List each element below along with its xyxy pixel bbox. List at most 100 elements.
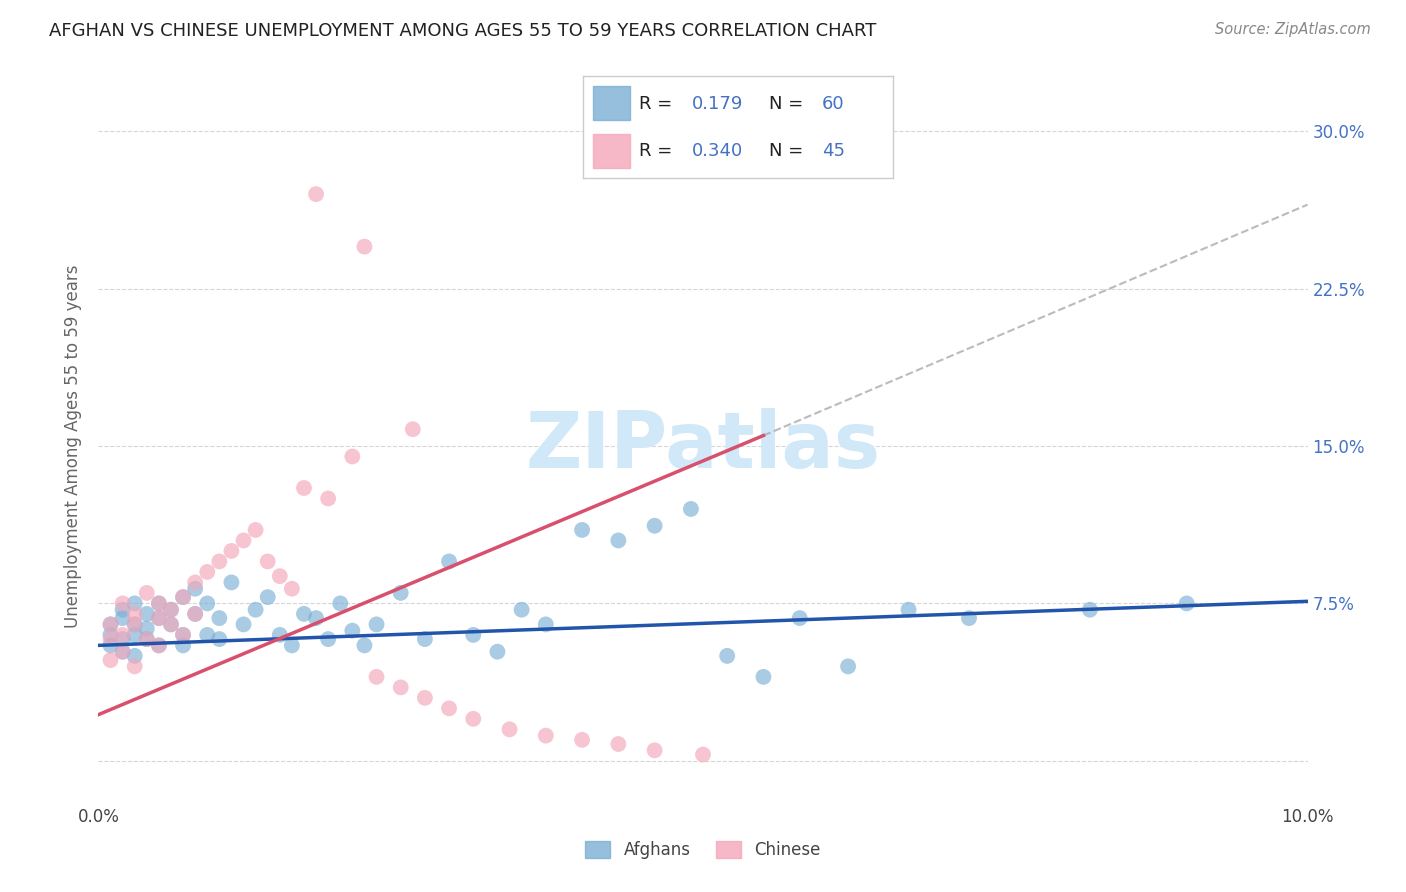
Point	[124, 617, 146, 632]
Point	[160, 603, 183, 617]
Point	[100, 653, 122, 667]
Point	[232, 533, 254, 548]
Y-axis label: Unemployment Among Ages 55 to 59 years: Unemployment Among Ages 55 to 59 years	[65, 264, 83, 628]
Point	[135, 632, 157, 646]
Point	[789, 611, 811, 625]
Point	[195, 565, 218, 579]
Legend: Afghans, Chinese: Afghans, Chinese	[579, 834, 827, 866]
Point	[124, 659, 146, 673]
Text: 0.340: 0.340	[692, 142, 742, 160]
Point	[292, 481, 315, 495]
Point	[437, 554, 460, 568]
Point	[245, 523, 267, 537]
Point	[752, 670, 775, 684]
Point	[342, 450, 364, 464]
Point	[124, 607, 146, 621]
Point	[389, 586, 412, 600]
Point	[413, 690, 436, 705]
Point	[281, 639, 304, 653]
Point	[111, 596, 134, 610]
Point	[111, 628, 134, 642]
Point	[100, 617, 122, 632]
Point	[413, 632, 436, 646]
FancyBboxPatch shape	[593, 135, 630, 168]
Point	[124, 617, 146, 632]
Point	[644, 518, 666, 533]
Point	[124, 648, 146, 663]
Point	[195, 596, 218, 610]
Point	[1078, 603, 1101, 617]
Point	[148, 611, 170, 625]
Point	[111, 645, 134, 659]
Point	[607, 737, 630, 751]
Point	[353, 639, 375, 653]
Point	[486, 645, 509, 659]
Point	[437, 701, 460, 715]
Text: N =: N =	[769, 95, 808, 112]
Point	[316, 491, 339, 506]
Point	[305, 611, 328, 625]
Point	[160, 617, 183, 632]
Point	[256, 554, 278, 568]
Text: 60: 60	[821, 95, 844, 112]
Point	[305, 187, 328, 202]
Point	[316, 632, 339, 646]
Point	[100, 628, 122, 642]
Point	[292, 607, 315, 621]
Point	[571, 732, 593, 747]
Point	[1175, 596, 1198, 610]
Point	[366, 670, 388, 684]
Point	[111, 645, 134, 659]
Point	[124, 628, 146, 642]
Point	[463, 712, 485, 726]
Point	[269, 628, 291, 642]
Point	[135, 607, 157, 621]
Point	[208, 554, 231, 568]
Point	[148, 639, 170, 653]
FancyBboxPatch shape	[593, 87, 630, 120]
Point	[897, 603, 920, 617]
Point	[679, 502, 702, 516]
Point	[111, 611, 134, 625]
Point	[256, 590, 278, 604]
Point	[366, 617, 388, 632]
Point	[389, 681, 412, 695]
Text: ZIPatlas: ZIPatlas	[526, 408, 880, 484]
Point	[245, 603, 267, 617]
Point	[172, 590, 194, 604]
Point	[148, 611, 170, 625]
Point	[172, 628, 194, 642]
Point	[111, 603, 134, 617]
Point	[184, 607, 207, 621]
Point	[172, 639, 194, 653]
Point	[172, 628, 194, 642]
Text: 0.179: 0.179	[692, 95, 744, 112]
Point	[135, 622, 157, 636]
Text: R =: R =	[640, 142, 678, 160]
Point	[402, 422, 425, 436]
Point	[135, 632, 157, 646]
Point	[498, 723, 520, 737]
Point	[208, 611, 231, 625]
Point	[160, 603, 183, 617]
Point	[124, 596, 146, 610]
Point	[100, 617, 122, 632]
Point	[837, 659, 859, 673]
Text: AFGHAN VS CHINESE UNEMPLOYMENT AMONG AGES 55 TO 59 YEARS CORRELATION CHART: AFGHAN VS CHINESE UNEMPLOYMENT AMONG AGE…	[49, 22, 876, 40]
Text: N =: N =	[769, 142, 808, 160]
Point	[100, 639, 122, 653]
Point	[184, 575, 207, 590]
Point	[208, 632, 231, 646]
Text: 45: 45	[821, 142, 845, 160]
Point	[342, 624, 364, 638]
Point	[463, 628, 485, 642]
Point	[221, 575, 243, 590]
Point	[148, 639, 170, 653]
Point	[644, 743, 666, 757]
Point	[692, 747, 714, 762]
Point	[607, 533, 630, 548]
Point	[172, 590, 194, 604]
Point	[571, 523, 593, 537]
Point	[534, 729, 557, 743]
Point	[148, 596, 170, 610]
